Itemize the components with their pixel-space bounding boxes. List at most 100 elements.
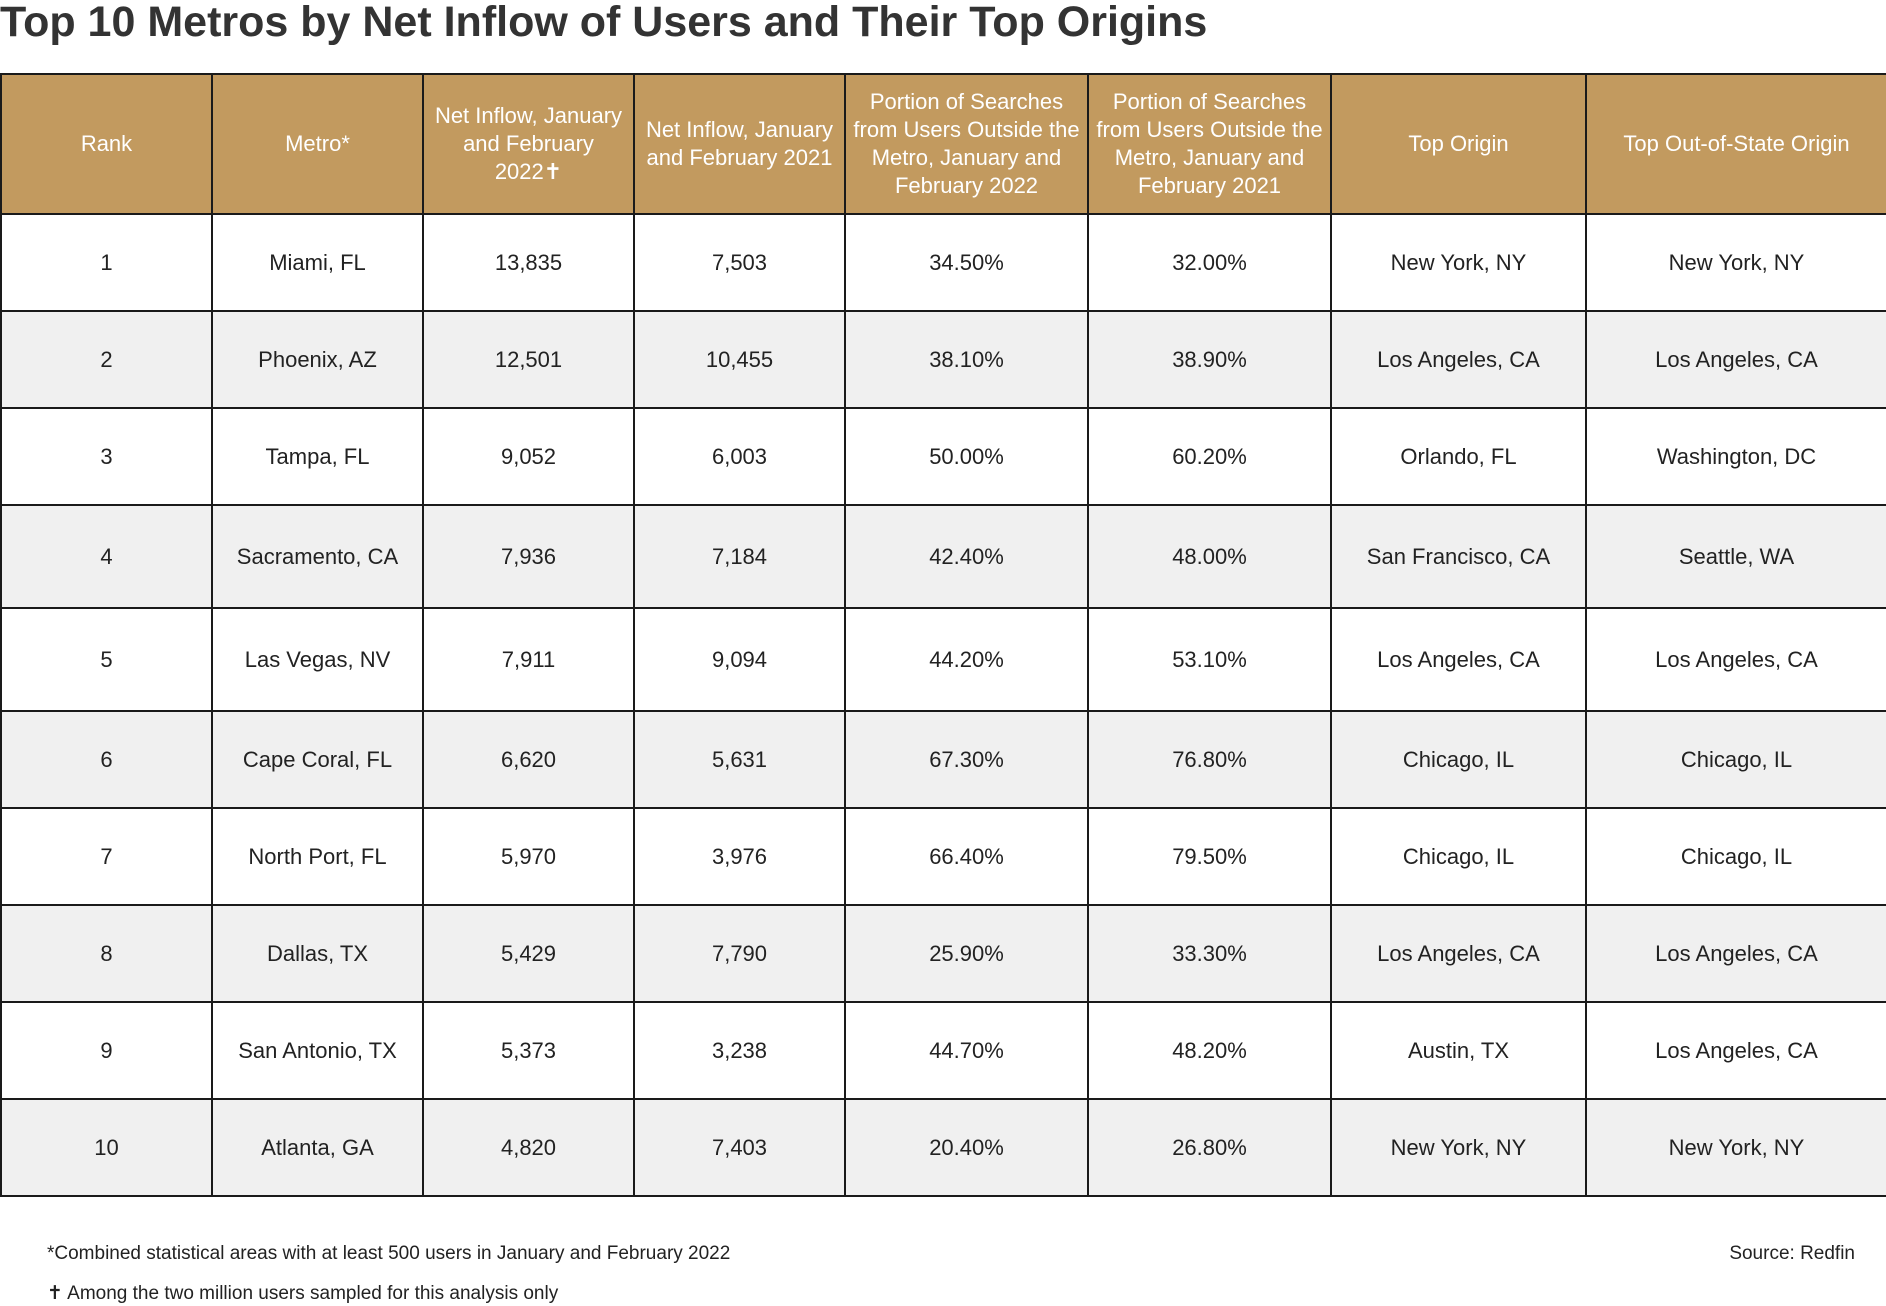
cell-net-inflow-2022: 5,373 (422, 1001, 635, 1100)
column-header-top-origin: Top Origin (1330, 73, 1587, 215)
cell-net-inflow-2021: 6,003 (633, 407, 846, 506)
cell-portion-2022: 50.00% (844, 407, 1089, 506)
column-header-rank: Rank (0, 73, 213, 215)
cell-metro: Las Vegas, NV (211, 607, 424, 712)
cell-metro: North Port, FL (211, 807, 424, 906)
cell-net-inflow-2022: 9,052 (422, 407, 635, 506)
cell-net-inflow-2022: 7,911 (422, 607, 635, 712)
cell-portion-2021: 38.90% (1087, 310, 1332, 409)
table-row: 8 Dallas, TX 5,429 7,790 25.90% 33.30% Los Ang… (0, 904, 1886, 1003)
cell-metro: Phoenix, AZ (211, 310, 424, 409)
cell-top-origin: Los Angeles, CA (1330, 310, 1587, 409)
cell-portion-2021: 32.00% (1087, 213, 1332, 312)
table-row: 9 San Antonio, TX 5,373 3,238 44.70% 48.20% Au… (0, 1001, 1886, 1100)
table-row: 1 Miami, FL 13,835 7,503 34.50% 32.00% New Yor… (0, 213, 1886, 312)
cell-top-out-of-state-origin: Washington, DC (1585, 407, 1886, 506)
cell-top-out-of-state-origin: Chicago, IL (1585, 710, 1886, 809)
cell-rank: 9 (0, 1001, 213, 1100)
cell-metro: Sacramento, CA (211, 504, 424, 609)
cell-top-origin: Los Angeles, CA (1330, 904, 1587, 1003)
source-note: Source: Redfin (1729, 1243, 1855, 1264)
cell-net-inflow-2022: 13,835 (422, 213, 635, 312)
cell-rank: 8 (0, 904, 213, 1003)
column-header-portion-2022: Portion of Searches from Users Outside t… (844, 73, 1089, 215)
cell-net-inflow-2022: 6,620 (422, 710, 635, 809)
data-table: Rank Metro* Net Inflow, January and Febr… (0, 73, 1886, 1197)
cell-net-inflow-2022: 4,820 (422, 1098, 635, 1197)
cell-net-inflow-2021: 10,455 (633, 310, 846, 409)
cell-metro: Cape Coral, FL (211, 710, 424, 809)
cell-metro: San Antonio, TX (211, 1001, 424, 1100)
cell-net-inflow-2021: 7,184 (633, 504, 846, 609)
cell-top-origin: Los Angeles, CA (1330, 607, 1587, 712)
cell-top-out-of-state-origin: New York, NY (1585, 213, 1886, 312)
cell-net-inflow-2021: 5,631 (633, 710, 846, 809)
cell-portion-2021: 53.10% (1087, 607, 1332, 712)
cell-portion-2022: 44.20% (844, 607, 1089, 712)
cell-portion-2021: 79.50% (1087, 807, 1332, 906)
cell-net-inflow-2022: 5,970 (422, 807, 635, 906)
column-header-top-out-of-state-origin: Top Out-of-State Origin (1585, 73, 1886, 215)
cell-portion-2021: 60.20% (1087, 407, 1332, 506)
cell-portion-2022: 25.90% (844, 904, 1089, 1003)
cell-net-inflow-2021: 9,094 (633, 607, 846, 712)
cell-portion-2022: 66.40% (844, 807, 1089, 906)
cell-net-inflow-2021: 7,403 (633, 1098, 846, 1197)
cell-top-out-of-state-origin: Los Angeles, CA (1585, 310, 1886, 409)
cell-top-origin: Austin, TX (1330, 1001, 1587, 1100)
cell-rank: 1 (0, 213, 213, 312)
cell-net-inflow-2021: 7,790 (633, 904, 846, 1003)
cell-portion-2022: 20.40% (844, 1098, 1089, 1197)
table-row: 5 Las Vegas, NV 7,911 9,094 44.20% 53.10% Los … (0, 607, 1886, 712)
cell-net-inflow-2022: 12,501 (422, 310, 635, 409)
cell-net-inflow-2022: 5,429 (422, 904, 635, 1003)
cell-metro: Dallas, TX (211, 904, 424, 1003)
cell-net-inflow-2021: 3,976 (633, 807, 846, 906)
cell-top-origin: New York, NY (1330, 1098, 1587, 1197)
cell-top-out-of-state-origin: Chicago, IL (1585, 807, 1886, 906)
table-row: 4 Sacramento, CA 7,936 7,184 42.40% 48.00% San… (0, 504, 1886, 609)
table-row: 2 Phoenix, AZ 12,501 10,455 38.10% 38.90% Los … (0, 310, 1886, 409)
cell-portion-2021: 33.30% (1087, 904, 1332, 1003)
table-row: 10 Atlanta, GA 4,820 7,403 20.40% 26.80% New Y… (0, 1098, 1886, 1197)
cell-net-inflow-2021: 7,503 (633, 213, 846, 312)
cell-rank: 6 (0, 710, 213, 809)
cell-metro: Miami, FL (211, 213, 424, 312)
page-title: Top 10 Metros by Net Inflow of Users and… (0, 0, 1208, 46)
column-header-portion-2021: Portion of Searches from Users Outside t… (1087, 73, 1332, 215)
footnote-dagger: ✝ Among the two million users sampled fo… (47, 1283, 559, 1304)
cell-top-origin: New York, NY (1330, 213, 1587, 312)
cell-metro: Tampa, FL (211, 407, 424, 506)
cell-top-origin: Chicago, IL (1330, 807, 1587, 906)
column-header-metro: Metro* (211, 73, 424, 215)
cell-top-out-of-state-origin: Los Angeles, CA (1585, 1001, 1886, 1100)
footnote-metro: *Combined statistical areas with at leas… (47, 1243, 731, 1264)
header-row: Rank Metro* Net Inflow, January and Febr… (0, 73, 1886, 215)
cell-top-origin: San Francisco, CA (1330, 504, 1587, 609)
cell-top-out-of-state-origin: Seattle, WA (1585, 504, 1886, 609)
cell-metro: Atlanta, GA (211, 1098, 424, 1197)
table-body: 1 Miami, FL 13,835 7,503 34.50% 32.00% New Yor… (0, 213, 1886, 1197)
cell-top-origin: Chicago, IL (1330, 710, 1587, 809)
column-header-net-inflow-2022: Net Inflow, January and February 2022✝ (422, 73, 635, 215)
cell-portion-2021: 48.00% (1087, 504, 1332, 609)
cell-rank: 10 (0, 1098, 213, 1197)
cell-top-out-of-state-origin: New York, NY (1585, 1098, 1886, 1197)
cell-portion-2022: 67.30% (844, 710, 1089, 809)
cell-portion-2021: 76.80% (1087, 710, 1332, 809)
cell-rank: 7 (0, 807, 213, 906)
cell-rank: 2 (0, 310, 213, 409)
cell-top-out-of-state-origin: Los Angeles, CA (1585, 607, 1886, 712)
cell-portion-2021: 48.20% (1087, 1001, 1332, 1100)
cell-rank: 3 (0, 407, 213, 506)
cell-portion-2022: 38.10% (844, 310, 1089, 409)
table-row: 6 Cape Coral, FL 6,620 5,631 67.30% 76.80% Chi… (0, 710, 1886, 809)
cell-rank: 4 (0, 504, 213, 609)
cell-net-inflow-2021: 3,238 (633, 1001, 846, 1100)
table-row: 3 Tampa, FL 9,052 6,003 50.00% 60.20% Orlando,… (0, 407, 1886, 506)
cell-rank: 5 (0, 607, 213, 712)
cell-portion-2022: 44.70% (844, 1001, 1089, 1100)
cell-net-inflow-2022: 7,936 (422, 504, 635, 609)
cell-portion-2022: 34.50% (844, 213, 1089, 312)
table-row: 7 North Port, FL 5,970 3,976 66.40% 79.50% Chi… (0, 807, 1886, 906)
